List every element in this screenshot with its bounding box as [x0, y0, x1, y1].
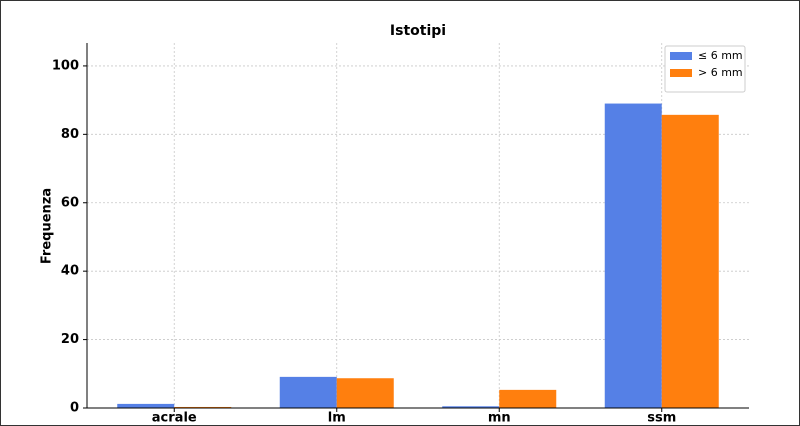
- bar: [604, 103, 662, 408]
- bar: [336, 378, 394, 408]
- legend-swatch: [670, 52, 692, 60]
- y-tick-label: 60: [61, 195, 79, 210]
- x-tick-label: acrale: [152, 411, 197, 426]
- bar: [279, 376, 337, 408]
- bar: [174, 406, 232, 408]
- y-tick-label: 20: [61, 332, 79, 347]
- x-tick-label: mn: [488, 411, 511, 426]
- legend-swatch: [670, 69, 692, 77]
- bar: [442, 406, 500, 408]
- y-tick-label: 100: [52, 58, 79, 73]
- legend-label: ≤ 6 mm: [698, 49, 743, 62]
- y-axis-label: Frequenza: [40, 188, 55, 264]
- bar: [117, 403, 175, 408]
- y-tick-label: 80: [61, 127, 79, 142]
- y-tick-label: 0: [70, 401, 79, 416]
- bar: [499, 389, 557, 408]
- bar: [661, 114, 719, 409]
- legend-label: > 6 mm: [698, 66, 743, 79]
- x-tick-label: ssm: [647, 411, 676, 426]
- x-tick-label: lm: [328, 411, 346, 426]
- y-tick-label: 40: [61, 264, 79, 279]
- chart-title: Istotipi: [390, 23, 446, 39]
